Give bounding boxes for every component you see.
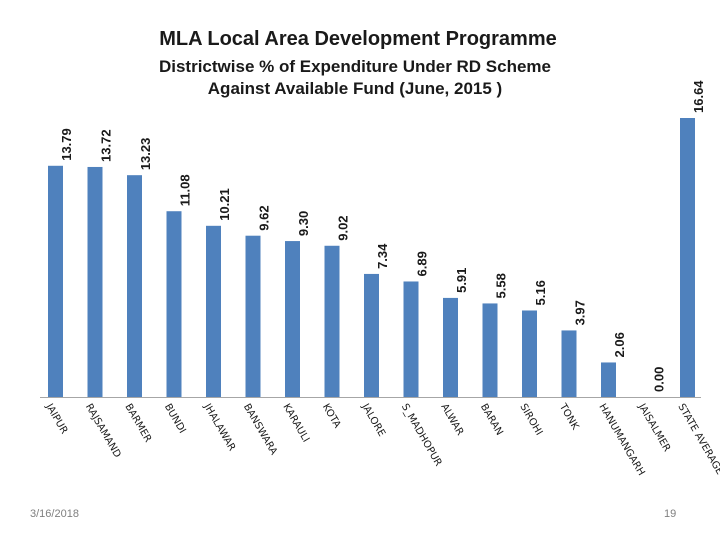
x-tick-label: BUNDI: [162, 402, 188, 435]
chart-title: MLA Local Area Development Programme: [159, 28, 557, 50]
data-label: 13.23: [138, 138, 153, 171]
data-label: 9.62: [257, 205, 272, 230]
data-label: 5.58: [494, 273, 509, 298]
x-tick-label: HANUMANGARH: [596, 402, 646, 478]
data-label: 9.02: [336, 215, 351, 240]
data-label: 5.16: [533, 280, 548, 305]
page-number: 19: [664, 508, 677, 520]
data-label: 11.08: [178, 174, 193, 206]
bar-jaipur: [48, 165, 63, 397]
x-tick-label: KARAULI: [280, 402, 311, 444]
x-tick-label: ALWAR: [438, 402, 465, 438]
bar-baran: [482, 303, 498, 397]
data-label: 10.21: [217, 188, 232, 221]
bar-rajsamand: [87, 166, 103, 397]
x-tick-label: S_MADHOPUR: [399, 402, 444, 468]
data-label: 2.06: [612, 332, 627, 357]
chart-subtitle: Districtwise % of Expenditure Under RD S…: [158, 57, 552, 98]
x-tick-label: JAIPUR: [43, 401, 69, 436]
bar-bundi: [166, 211, 182, 397]
x-tick-label: JHALAWAR: [201, 401, 237, 453]
x-tick-label: BARMER: [122, 402, 153, 444]
x-tick-label: KOTA: [320, 402, 343, 430]
data-label: 16.64: [691, 80, 706, 113]
data-label: 7.34: [375, 243, 390, 269]
x-tick-label: BARAN: [478, 402, 505, 437]
x-tick-label: STATE AVERAGE: [675, 402, 720, 477]
data-label: 13.72: [99, 129, 114, 162]
bar-kota: [324, 245, 340, 397]
bar-tonk: [561, 330, 577, 397]
data-label: 6.89: [415, 251, 430, 276]
bar-hanumangarh: [601, 362, 616, 397]
bar-barmer: [127, 175, 142, 397]
x-tick-label: TONK: [556, 401, 580, 432]
data-label: 3.97: [573, 300, 588, 325]
bar-jhalawar: [206, 225, 221, 397]
footer-date: 3/16/2018: [30, 508, 79, 520]
bar-alwar: [443, 297, 458, 397]
x-tick-label: JALORE: [359, 401, 387, 439]
data-label: 0.00: [652, 367, 667, 392]
x-tick-label: RAJSAMAND: [83, 402, 123, 460]
data-label: 13.79: [59, 128, 74, 161]
x-tick-label: JAISALMER: [635, 401, 672, 454]
data-label: 9.30: [296, 211, 311, 236]
bar-sirohi: [522, 310, 537, 397]
bar-jalore: [364, 273, 379, 397]
bar-banswara: [245, 235, 261, 397]
bar-karauli: [285, 241, 300, 397]
x-tick-label: SIROHI: [517, 402, 544, 437]
x-tick-label: BANSWARA: [241, 402, 279, 457]
data-label: 5.91: [454, 268, 469, 293]
bar-s-madhopur: [403, 281, 419, 397]
bar-state-average: [680, 118, 695, 397]
